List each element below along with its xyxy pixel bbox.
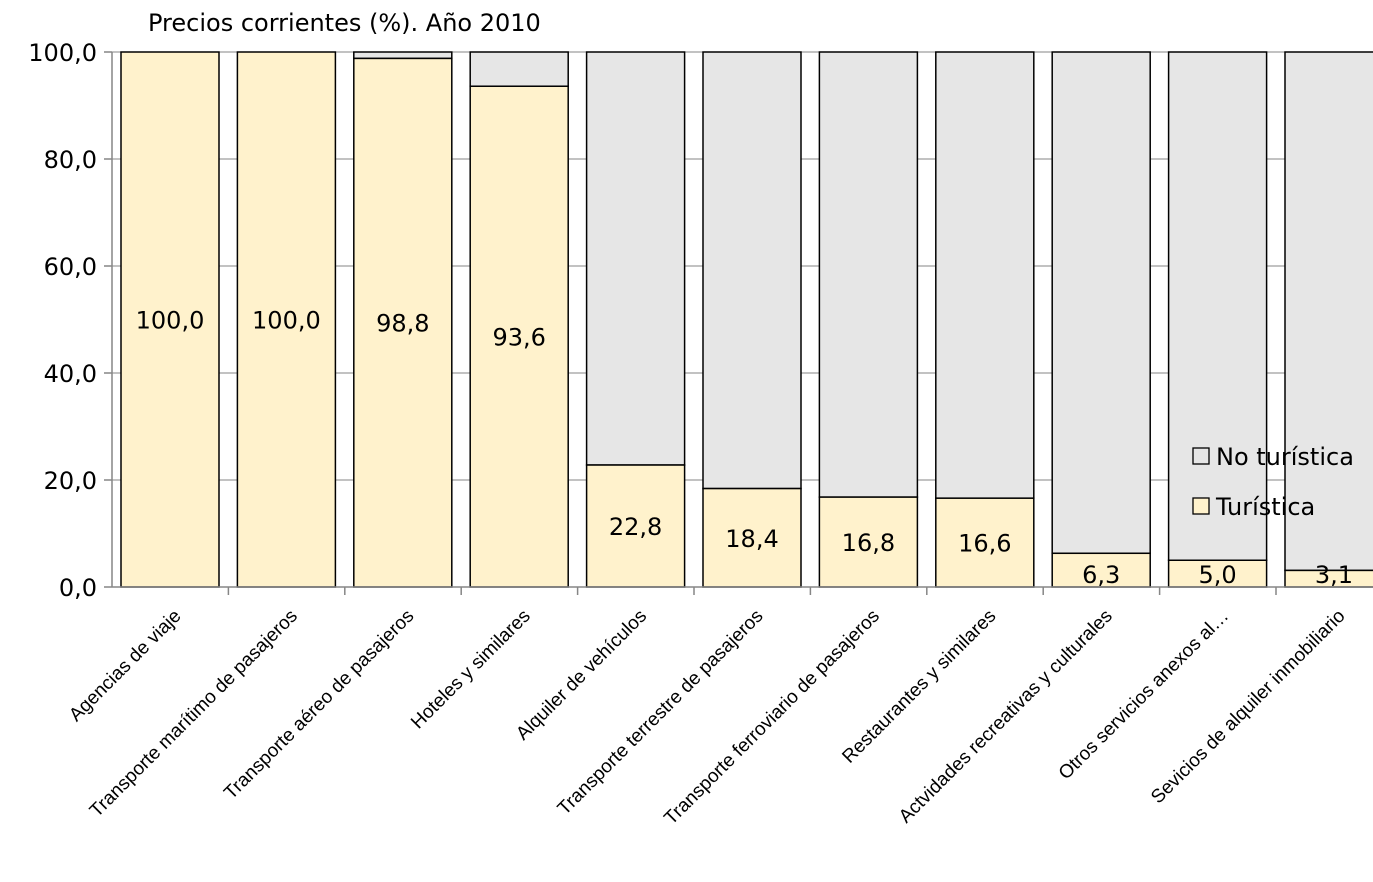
bar-segment-no-turistica xyxy=(818,51,919,498)
legend-swatch-no-turistica xyxy=(1192,447,1210,465)
bar-segment-no-turistica xyxy=(585,51,686,466)
bar-segment-no-turistica xyxy=(469,51,569,87)
x-category-label: Alquiler de vehículos xyxy=(512,606,651,745)
bar-segment-no-turistica xyxy=(353,51,453,60)
bar-segment-turistica xyxy=(702,487,802,588)
y-tick-label: 20,0 xyxy=(44,467,97,495)
legend-label-no-turistica: No turística xyxy=(1216,443,1354,471)
legend-item-no-turistica: No turística xyxy=(1192,443,1354,471)
bar-segment-turistica xyxy=(120,51,220,588)
bars xyxy=(120,51,1373,588)
legend-swatch-turistica xyxy=(1192,497,1210,515)
y-tick-label: 60,0 xyxy=(44,253,97,281)
data-label: 6,3 xyxy=(1082,561,1120,589)
data-labels: 100,0 100,0 98,8 93,6 22,8 18,4 16,8 16,6 6,3 5,0… xyxy=(136,307,1353,590)
legend-item-turistica: Turística xyxy=(1192,493,1315,521)
x-category-label: Transporte ferroviario de pasajeros xyxy=(660,606,883,829)
bar-segment-no-turistica xyxy=(1284,51,1373,572)
chart-title: Precios corrientes (%). Año 2010 xyxy=(148,9,541,37)
bar-segment-turistica xyxy=(1167,559,1268,588)
data-label: 100,0 xyxy=(252,307,321,335)
legend: No turística Turística xyxy=(1192,443,1354,521)
x-category-label: Agencias de viaje xyxy=(65,606,185,726)
y-tick-label: 40,0 xyxy=(44,360,97,388)
bar-segment-turistica xyxy=(935,497,1035,588)
data-label: 5,0 xyxy=(1199,561,1237,589)
data-label: 100,0 xyxy=(136,307,205,335)
bar-segment-no-turistica xyxy=(1051,51,1151,555)
data-label: 16,6 xyxy=(958,530,1011,558)
data-label: 3,1 xyxy=(1315,561,1353,589)
bar-segment-no-turistica xyxy=(1167,51,1268,561)
bar-segment-turistica xyxy=(236,51,337,588)
y-tick-label: 0,0 xyxy=(59,574,97,602)
y-tick-label: 80,0 xyxy=(44,146,97,174)
data-label: 93,6 xyxy=(492,324,545,352)
x-category-label: Sevicios de alquiler inmobiliario xyxy=(1147,606,1349,808)
bar-segment-turistica xyxy=(353,57,453,588)
bar-segment-no-turistica xyxy=(702,51,802,490)
legend-label-turistica: Turística xyxy=(1215,493,1315,521)
data-label: 98,8 xyxy=(376,310,429,338)
x-category-label: Transporte marítimo de pasajeros xyxy=(86,606,302,822)
data-label: 16,8 xyxy=(842,529,895,557)
bar-segment-no-turistica xyxy=(935,51,1035,499)
bar-segment-turistica xyxy=(1051,552,1151,588)
data-label: 22,8 xyxy=(609,513,662,541)
y-tick-label: 100,0 xyxy=(28,39,97,67)
bar-segment-turistica xyxy=(585,464,686,588)
x-category-label: Transporte terrestre de pasajeros xyxy=(554,606,768,820)
data-label: 18,4 xyxy=(725,525,778,553)
x-category-label: Hoteles y similares xyxy=(407,606,535,734)
bar-segment-turistica xyxy=(469,85,569,588)
x-category-label: Actvidades recreativas y culturales xyxy=(895,606,1117,828)
y-axis-ticks: 0,0 20,0 40,0 60,0 80,0 100,0 xyxy=(28,39,112,602)
x-category-label: Transporte aéreo de pasajeros xyxy=(220,606,418,804)
